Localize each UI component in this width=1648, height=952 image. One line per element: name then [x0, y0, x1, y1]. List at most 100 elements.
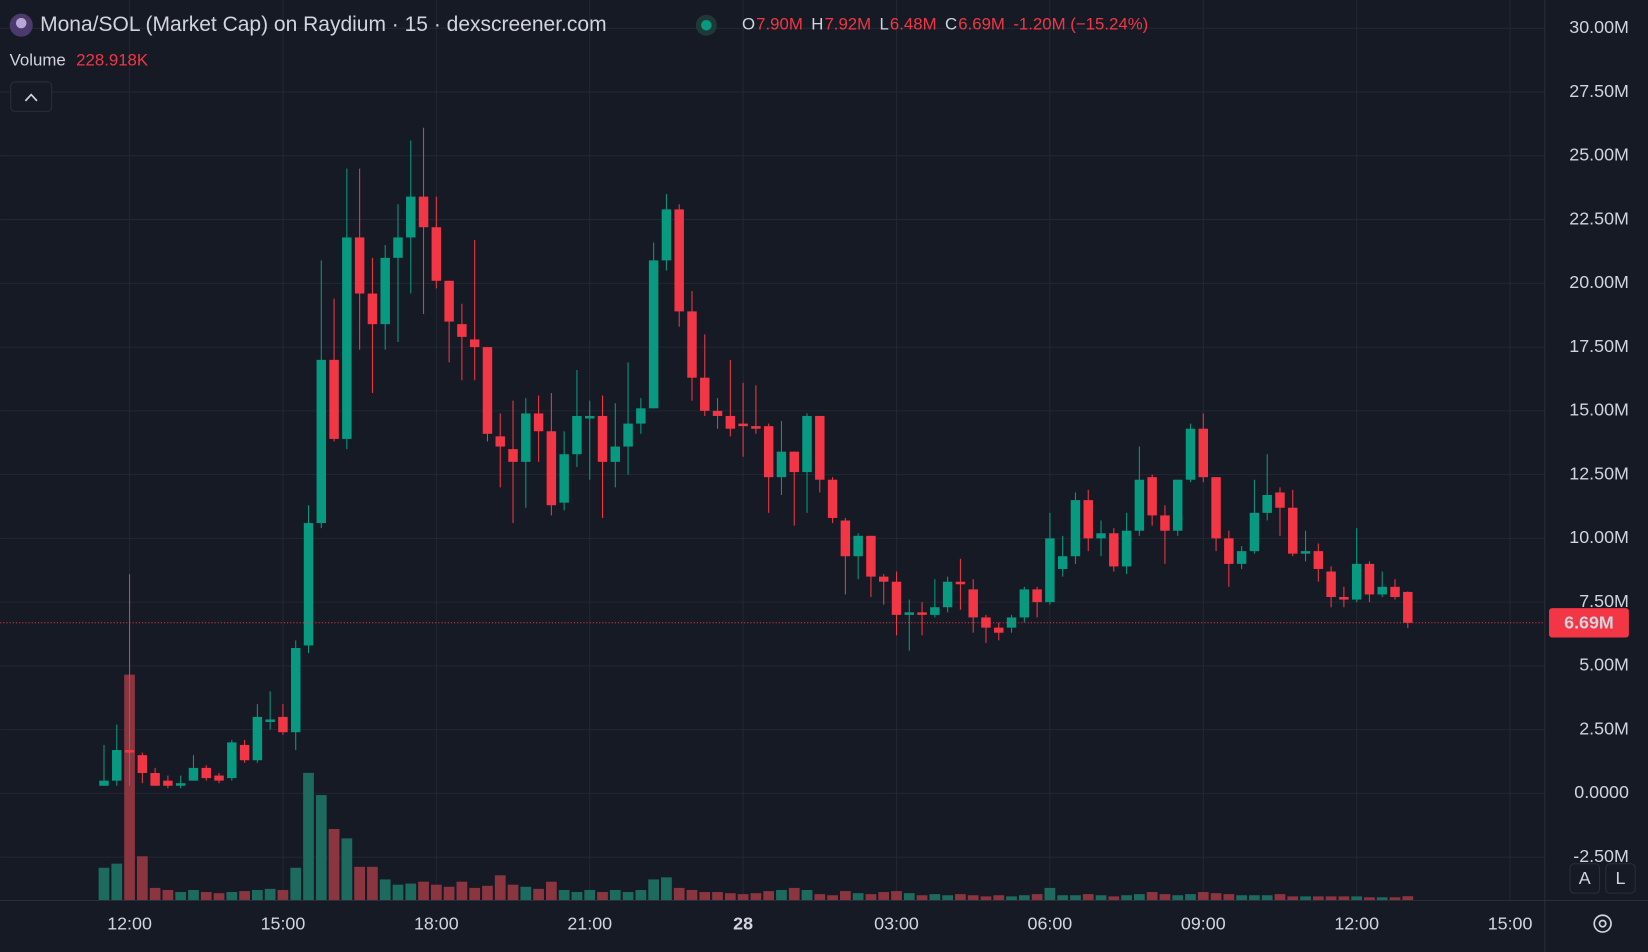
volume-bar — [776, 889, 787, 901]
candle-body — [981, 617, 991, 628]
volume-bar — [405, 883, 417, 901]
candle-body — [1364, 563, 1375, 595]
candle-body — [789, 451, 799, 473]
candle-body — [188, 767, 199, 781]
candle-body — [1185, 428, 1196, 480]
volume-bar — [1389, 897, 1401, 901]
x-tick-label: 03:00 — [874, 913, 919, 933]
volume-bar — [149, 887, 161, 901]
ohlc-value: 6.69M — [958, 15, 1005, 34]
candle-body — [1070, 500, 1081, 557]
candle-body — [521, 413, 531, 462]
candle-body — [712, 410, 723, 416]
volume-bar — [1197, 892, 1209, 901]
candle-body — [469, 339, 480, 348]
volume-bar — [430, 884, 442, 901]
settings-icon — [1593, 914, 1612, 933]
settings-button[interactable] — [1593, 914, 1612, 933]
candle-body — [239, 744, 250, 761]
volume-bar — [124, 674, 135, 901]
candle-body — [380, 257, 390, 325]
candle-body — [1351, 563, 1362, 600]
candle-body — [1172, 479, 1183, 531]
x-tick-label: 06:00 — [1028, 913, 1073, 933]
volume-bar — [852, 893, 864, 901]
volume-bar — [277, 889, 289, 901]
y-tick-label: 22.50M — [1569, 208, 1629, 228]
x-tick-label: 18:00 — [414, 913, 459, 933]
candle-body — [1300, 551, 1311, 554]
volume-bar — [264, 888, 276, 901]
volume-bar — [597, 892, 608, 901]
collapse-icon — [24, 93, 38, 102]
candle-body — [482, 347, 493, 434]
volume-bar — [98, 867, 110, 901]
candle-body — [878, 576, 889, 582]
ohlc-label: O — [742, 15, 755, 34]
volume-bar — [520, 886, 532, 901]
volume-bar — [967, 895, 979, 901]
ohlc-value: 7.92M — [824, 15, 871, 34]
volume-bar — [1236, 895, 1247, 901]
y-tick-label: 12.50M — [1569, 463, 1629, 483]
volume-bar — [763, 891, 775, 901]
volume-bar — [200, 892, 212, 901]
candle-body — [1326, 571, 1336, 598]
candle-body — [354, 237, 365, 294]
candle-body — [1339, 597, 1349, 600]
candle-body — [866, 535, 876, 577]
candle-body — [508, 449, 518, 462]
candles — [0, 127, 1545, 789]
volume-bar — [1376, 897, 1388, 901]
volume-bar — [1082, 894, 1094, 901]
candle-body — [124, 750, 135, 753]
volume-bar — [1312, 896, 1324, 901]
ohlc-label: L — [880, 15, 889, 34]
legend: Mona/SOL (Market Cap) on Raydium · 15 · … — [9, 13, 1148, 112]
candle-body — [1019, 589, 1030, 618]
volume-bar — [1261, 895, 1273, 901]
candle-body — [1377, 586, 1387, 595]
volume-bar — [878, 892, 890, 901]
volume-bar — [993, 895, 1005, 901]
y-tick-label: 5.00M — [1579, 655, 1629, 675]
candle-body — [1121, 530, 1132, 567]
volume-bar — [788, 887, 800, 901]
volume-bar — [903, 893, 915, 901]
candle-body — [610, 446, 621, 462]
volume-bar — [827, 895, 838, 901]
scale-button[interactable] — [1569, 863, 1600, 894]
ohlc-value: 7.90M — [756, 15, 803, 34]
volume-bar — [1146, 892, 1158, 901]
volume-bar — [367, 866, 378, 901]
volume-bar — [507, 884, 519, 901]
scale-button-label: L — [1616, 868, 1626, 888]
candle-body — [1096, 533, 1106, 539]
volume-bar — [648, 879, 660, 901]
volume-bar — [1095, 895, 1107, 901]
volume-bar — [315, 795, 327, 901]
candle-body — [1109, 533, 1119, 567]
volume-bar — [418, 881, 429, 901]
volume-bar — [1031, 894, 1043, 901]
candle-body — [853, 535, 863, 557]
candle-body — [725, 415, 736, 429]
volume-bar — [443, 886, 455, 901]
volume-bar — [686, 889, 698, 901]
scale-button[interactable] — [1605, 863, 1636, 894]
chart-title: Mona/SOL (Market Cap) on Raydium · 15 · … — [40, 13, 606, 36]
volume-bar — [712, 892, 723, 901]
volume-bar — [724, 893, 736, 901]
volume-bar — [1351, 896, 1363, 901]
candle-body — [636, 408, 646, 424]
volume-bar — [1070, 895, 1081, 901]
volume-bar — [1044, 887, 1056, 901]
volume-bar — [699, 892, 711, 901]
volume-bar — [456, 881, 468, 901]
collapse-button[interactable] — [10, 81, 53, 112]
x-tick-label: 15:00 — [1488, 913, 1533, 933]
volume-title: Volume — [10, 50, 66, 69]
candle-body — [290, 648, 301, 733]
volume-bar — [136, 856, 148, 901]
